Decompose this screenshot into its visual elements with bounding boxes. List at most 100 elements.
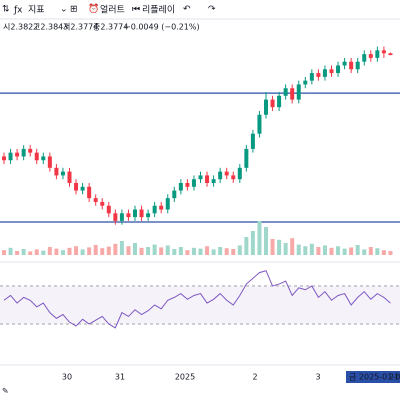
volume-bar — [264, 227, 268, 255]
volume-bar — [146, 247, 151, 255]
drawing-tool-icon[interactable]: ✎ — [2, 387, 9, 396]
volume-bar — [224, 248, 229, 255]
crosshair-label: 금 2025-01-03 — [349, 373, 400, 382]
candle-body — [237, 167, 242, 180]
volume-bar — [93, 245, 98, 255]
volume-bar — [211, 249, 216, 255]
volume-bar — [290, 238, 295, 255]
candle-body — [198, 175, 203, 180]
volume-bar — [54, 248, 59, 255]
dropdown-icon[interactable]: ⌄ — [60, 5, 68, 15]
volume-bar — [113, 243, 118, 255]
volume-bar — [191, 247, 196, 255]
redo-icon[interactable]: ↷ — [208, 5, 216, 15]
time-label: 3 — [315, 373, 320, 382]
candle-body — [15, 152, 20, 157]
candle-body — [296, 84, 301, 100]
volume-bar — [388, 251, 393, 255]
crosshair-time: 21:0 — [389, 373, 400, 382]
candle-body — [309, 73, 314, 81]
candle-body — [349, 61, 354, 70]
volume-bar — [237, 245, 242, 255]
candle-body — [2, 156, 6, 161]
volume-bar — [106, 246, 111, 255]
candle-body — [290, 88, 295, 100]
candle-body — [303, 80, 308, 85]
candle-body — [178, 182, 183, 191]
candle-body — [41, 156, 46, 161]
volume-bar — [257, 221, 262, 255]
candle-body — [185, 182, 190, 187]
volume-bar — [198, 248, 203, 255]
toolbar-item[interactable]: 지표 — [28, 5, 45, 16]
volume-bar — [231, 249, 236, 255]
volume-bar — [316, 247, 321, 255]
volume-bar — [355, 245, 360, 255]
indicator-icon[interactable]: ƒx — [13, 6, 23, 16]
candle-body — [362, 54, 367, 62]
candle-body — [113, 213, 118, 221]
rsi-band-fill — [0, 285, 400, 325]
volume-bar — [152, 244, 157, 255]
volume-bar — [60, 250, 65, 255]
candle-body — [159, 205, 164, 210]
candle-body — [270, 99, 275, 108]
candle-body — [283, 88, 288, 96]
undo-icon[interactable]: ↶ — [183, 5, 191, 15]
volume-bar — [126, 246, 131, 255]
chart-type-icon[interactable]: ⇅ — [2, 5, 10, 15]
volume-bar — [21, 249, 26, 255]
candle-body — [322, 69, 327, 77]
candle-body — [93, 198, 98, 202]
ohlc-value: 시2.3822 — [3, 23, 38, 32]
candle-body — [54, 167, 59, 176]
volume-bar — [205, 246, 210, 255]
candle-body — [172, 190, 177, 199]
volume-bar — [100, 248, 105, 255]
replay-icon[interactable]: ⏮ — [132, 5, 140, 15]
volume-bar — [336, 246, 341, 255]
volume-bar — [375, 248, 380, 255]
volume-bar — [277, 239, 282, 255]
volume-bar — [172, 249, 177, 255]
volume-bar — [296, 244, 301, 255]
candle-body — [277, 95, 282, 108]
candle-body — [342, 61, 347, 66]
candle-body — [211, 179, 216, 183]
candle-body — [231, 175, 236, 180]
candle-body — [329, 69, 334, 74]
candle-body — [87, 186, 92, 199]
volume-bar — [283, 243, 288, 255]
layout-icon[interactable]: ⊞ — [70, 5, 78, 15]
candle-body — [8, 152, 13, 161]
candle-body — [368, 54, 373, 58]
volume-bar — [329, 247, 334, 255]
volume-bar — [244, 237, 249, 255]
time-label: 2025 — [175, 373, 195, 382]
volume-bar — [185, 250, 190, 255]
candle-body — [74, 182, 79, 191]
volume-bar — [322, 245, 327, 255]
toolbar-item[interactable]: 리플레이 — [142, 5, 175, 16]
ohlc-value: 종2.3774 — [93, 23, 128, 32]
crosshair-label-bg — [346, 371, 400, 383]
alert-icon[interactable]: ⏰ — [88, 3, 99, 15]
ohlc-value: −0.0049 (−0.21%) — [124, 23, 200, 32]
ohlc-value: 고2.3843 — [33, 23, 68, 32]
volume-bar — [270, 239, 275, 255]
candle-body — [139, 209, 144, 218]
volume-bar — [139, 247, 144, 255]
candle-body — [21, 148, 26, 157]
rsi-line — [3, 270, 391, 329]
volume-bar — [159, 247, 164, 255]
volume-bar — [133, 243, 137, 255]
candle-body — [218, 171, 223, 180]
volume-bar — [362, 249, 367, 255]
volume-bar — [47, 247, 52, 255]
candle-body — [106, 205, 111, 214]
candle-body — [388, 53, 393, 56]
candle-body — [381, 50, 386, 54]
toolbar-item[interactable]: 얼러트 — [100, 5, 125, 16]
